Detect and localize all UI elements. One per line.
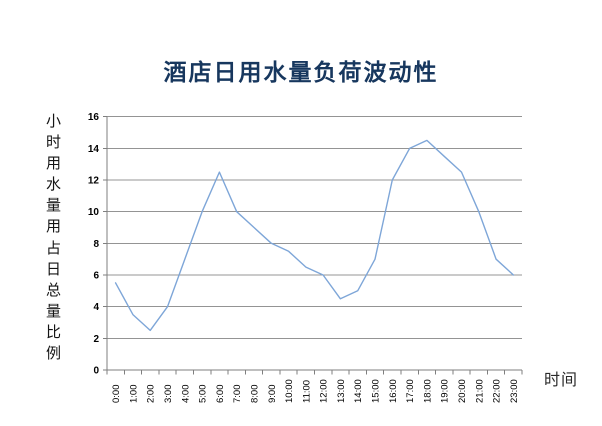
- x-tick-label: 1:00: [128, 385, 139, 404]
- x-tick-label: 8:00: [249, 385, 260, 404]
- x-tick-label: 18:00: [422, 379, 433, 403]
- x-tick-label: 20:00: [457, 379, 468, 403]
- x-tick-label: 5:00: [198, 385, 209, 404]
- y-tick-label: 0: [93, 366, 99, 377]
- x-tick-label: 11:00: [301, 380, 312, 403]
- x-tick-label: 9:00: [267, 385, 278, 404]
- x-tick-label: 14:00: [353, 379, 364, 403]
- x-axis-title: 时间: [544, 370, 579, 389]
- x-tick-label: 4:00: [180, 385, 191, 404]
- x-tick-label: 22:00: [492, 379, 503, 403]
- y-tick-label: 16: [88, 112, 100, 123]
- x-tick-label: 16:00: [388, 379, 399, 403]
- y-tick-label: 14: [88, 144, 100, 155]
- x-tick-label: 7:00: [232, 385, 243, 404]
- x-tick-label: 2:00: [146, 385, 157, 404]
- y-tick-label: 12: [88, 176, 100, 187]
- x-tick-label: 0:00: [111, 385, 122, 404]
- y-tick-label: 8: [93, 239, 99, 250]
- y-tick-label: 6: [93, 271, 99, 282]
- x-tick-label: 3:00: [163, 385, 174, 404]
- x-tick-label: 23:00: [509, 379, 520, 403]
- series-line: [114, 139, 515, 332]
- x-tick-label: 17:00: [405, 379, 416, 403]
- x-tick-label: 10:00: [284, 379, 295, 403]
- x-tick-label: 15:00: [371, 379, 382, 403]
- y-tick-label: 4: [93, 302, 99, 313]
- chart-title: 酒店日用水量负荷波动性: [163, 59, 439, 86]
- x-tick-label: 19:00: [440, 379, 451, 403]
- y-axis-title: 小时用水量用占日总量比例: [45, 112, 61, 363]
- x-tick-label: 13:00: [336, 379, 347, 403]
- x-tick-label: 12:00: [319, 379, 330, 403]
- y-tick-label: 10: [88, 207, 100, 218]
- x-tick-label: 6:00: [215, 385, 226, 404]
- x-tick-label: 21:00: [474, 379, 485, 403]
- y-tick-label: 2: [93, 334, 99, 345]
